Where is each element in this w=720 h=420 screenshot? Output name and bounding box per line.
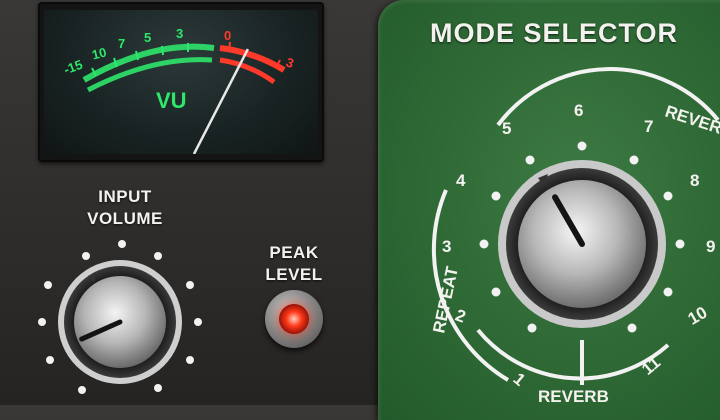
vu-red-ticks — [228, 41, 281, 69]
input-volume-knob-assembly — [38, 240, 202, 394]
vu-meter-scale: -15 10 7 5 3 0 3 VU — [62, 26, 296, 154]
position-number: 9 — [706, 237, 715, 256]
peak-level-label-line1: PEAK — [269, 243, 319, 262]
position-number: 1 — [510, 369, 529, 390]
peak-level-label: PEAK LEVEL — [248, 242, 340, 286]
vu-label: 10 — [90, 44, 108, 62]
position-number: 4 — [456, 171, 466, 190]
repeat-group-arc — [431, 189, 510, 382]
mode-selector-dial: 1 2 3 4 5 6 7 8 9 10 11 REPEAT REVERB RE… — [429, 67, 720, 405]
input-volume-dial-dots — [38, 240, 202, 394]
vu-label: 7 — [118, 36, 125, 51]
vu-meter: -15 10 7 5 3 0 3 VU — [38, 2, 324, 162]
vu-green-ticks — [91, 43, 189, 77]
position-number: 10 — [685, 303, 711, 329]
position-number: 7 — [644, 117, 653, 136]
mode-selector-knob[interactable] — [498, 160, 666, 328]
peak-led-icon — [279, 304, 309, 334]
position-number: 11 — [638, 353, 664, 379]
input-volume-label-line2: VOLUME — [87, 209, 163, 228]
input-volume-pointer — [79, 319, 123, 342]
peak-level-label-line2: LEVEL — [265, 265, 323, 284]
vu-label: 0 — [224, 28, 231, 43]
vu-red-band — [219, 45, 286, 73]
mode-selector-panel: MODE SELECTOR 1 2 3 4 5 6 7 — [378, 0, 720, 420]
vu-red-band-lower — [219, 57, 276, 85]
position-number: 8 — [690, 171, 699, 190]
position-number: 3 — [442, 237, 451, 256]
reverb-group-label: REVERB — [538, 387, 609, 405]
input-volume-label: INPUT VOLUME — [60, 186, 190, 230]
position-number: 2 — [453, 305, 468, 326]
vu-needle — [192, 48, 250, 154]
vu-label: 5 — [144, 30, 151, 45]
vu-title: VU — [156, 88, 187, 113]
mode-selector-pointer — [552, 194, 585, 247]
peak-level-indicator — [265, 290, 323, 348]
vu-label: 3 — [176, 26, 183, 41]
input-volume-label-line1: INPUT — [98, 187, 152, 206]
reverse-group-label: REVERSE — [663, 102, 720, 145]
vu-green-band-lower — [86, 57, 213, 93]
mode-selector-title: MODE SELECTOR — [430, 18, 679, 48]
reverse-group-arc — [496, 67, 720, 127]
input-volume-index-marker — [88, 272, 96, 282]
input-volume-knob[interactable] — [58, 260, 182, 384]
position-number: 5 — [502, 119, 511, 138]
amp-panel: -15 10 7 5 3 0 3 VU INPUT VOLUME — [38, 0, 720, 420]
position-number: 6 — [574, 101, 583, 120]
mode-selector-index-marker — [538, 174, 548, 186]
vu-meter-face: -15 10 7 5 3 0 3 VU — [44, 10, 318, 154]
vu-label: 3 — [284, 54, 296, 71]
vu-label: -15 — [62, 57, 85, 78]
reverb-group-arc — [476, 328, 670, 381]
mode-dial-dots — [479, 141, 685, 333]
vu-green-band — [82, 43, 215, 83]
